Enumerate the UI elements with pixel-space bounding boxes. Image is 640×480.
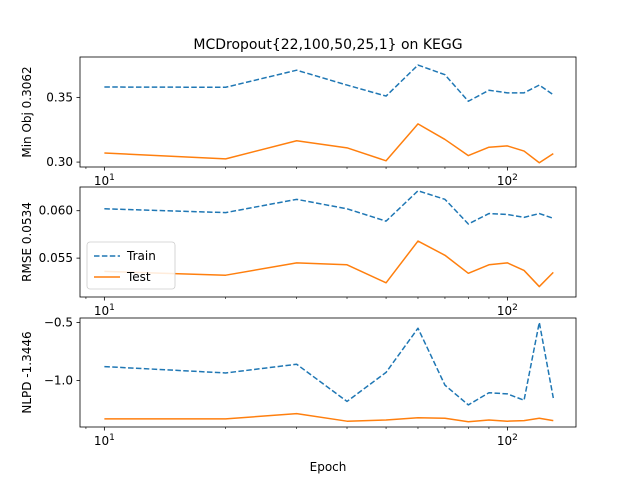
y-tick-label-objective: 0.30 xyxy=(46,155,73,169)
x-tick-label-objective: 102 xyxy=(497,173,518,188)
legend: Train Test xyxy=(86,241,176,290)
plot-frame-objective xyxy=(79,56,577,168)
series-line-solid-nlpd xyxy=(104,412,554,423)
x-tick-label-nlpd: 101 xyxy=(94,433,115,448)
panel-rmse: 101 102 0.055 0.060 RMSE 0.0534 Train Test xyxy=(20,186,577,318)
chart-panels: 101 102 0.30 0.35 Min Obj 0.3062 101 102 0.055 0… xyxy=(20,56,577,448)
series-line-test-rmse xyxy=(104,240,554,288)
x-axis-label: Epoch xyxy=(310,460,347,474)
panel-objective: 101 102 0.30 0.35 Min Obj 0.3062 xyxy=(20,56,577,188)
chart-title: MCDropout{22,100,50,25,1} on KEGG xyxy=(193,37,462,53)
x-tick-label-rmse: 101 xyxy=(94,303,115,318)
y-tick-label-rmse: 0.060 xyxy=(39,204,73,218)
series-line-train-rmse xyxy=(104,190,554,225)
legend-label-train: Train xyxy=(126,249,156,263)
series-line-dashed-objective xyxy=(104,64,554,103)
x-tick-label-rmse: 102 xyxy=(497,303,518,318)
y-axis-label-nlpd: NLPD -1.3446 xyxy=(20,331,34,413)
y-tick-label-nlpd: −1.0 xyxy=(44,374,73,388)
plot-frame-rmse xyxy=(79,186,577,298)
y-axis-label-objective: Min Obj 0.3062 xyxy=(20,66,34,157)
y-tick-label-objective: 0.35 xyxy=(46,90,73,104)
series-line-dashed-nlpd xyxy=(104,321,555,406)
legend-label-test: Test xyxy=(126,270,151,284)
y-axis-label-rmse: RMSE 0.0534 xyxy=(20,202,34,282)
y-tick-label-nlpd: −0.5 xyxy=(44,315,73,329)
panel-nlpd: 101 102 −1.0 −0.5 NLPD -1.3446 xyxy=(20,315,577,448)
x-tick-label-objective: 101 xyxy=(94,173,115,188)
series-line-solid-objective xyxy=(104,123,554,164)
y-tick-label-rmse: 0.055 xyxy=(39,251,73,265)
plot-frame-nlpd xyxy=(79,317,577,428)
x-tick-label-nlpd: 102 xyxy=(497,433,518,448)
